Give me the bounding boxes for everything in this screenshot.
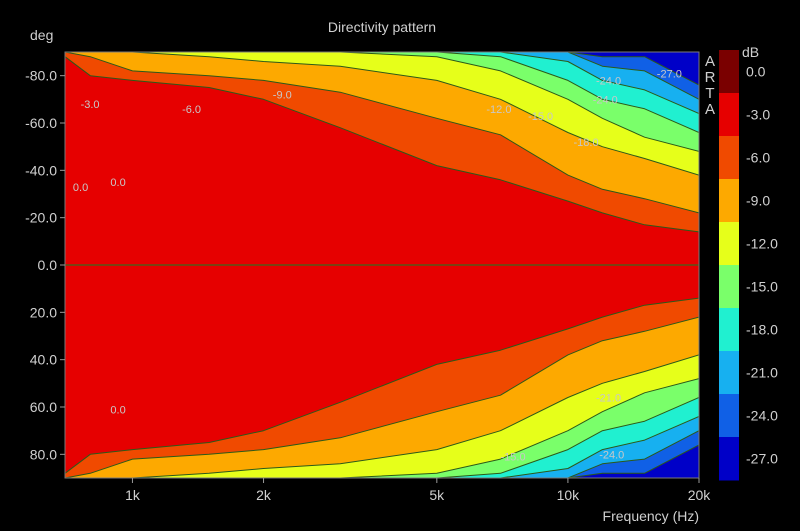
colorbar-label: -27.0 [746,451,778,467]
colorbar-swatch [719,308,739,352]
y-tick-label: 80.0 [30,446,57,462]
y-tick-label: -60.0 [25,115,57,131]
y-tick-label: 20.0 [30,304,57,320]
colorbar-label: -15.0 [746,279,778,295]
colorbar-swatch [719,222,739,266]
colorbar-title: dB [742,44,759,60]
y-tick-label: -40.0 [25,162,57,178]
contour-label: -15.0 [528,111,553,123]
x-tick-label: 1k [125,487,141,503]
colorbar-label: -6.0 [746,150,770,166]
colorbar-label: -24.0 [746,408,778,424]
plot-area: -3.0 -6.0 -9.0 0.0 0.0 -12.0 -15.0 -18.0 -24.0 -2… [64,51,700,479]
x-tick-label: 2k [256,487,272,503]
colorbar-label: -3.0 [746,107,770,123]
contour-label: -21.0 [596,393,621,405]
colorbar-swatch [719,351,739,395]
y-axis-label: deg [30,27,53,43]
contour-bands [65,52,699,478]
colorbar-label: -9.0 [746,193,770,209]
contour-label: -15.0 [501,452,526,464]
y-tick-label: -80.0 [25,68,57,84]
y-tick-label: -20.0 [25,210,57,226]
brand-letter: A [705,53,715,70]
colorbar-label: -18.0 [746,322,778,338]
contour-label: 0.0 [73,182,88,194]
colorbar-swatch [719,265,739,309]
contour-label: -12.0 [486,104,511,116]
x-axis-label: Frequency (Hz) [603,508,699,524]
contour-label: -27.0 [657,68,682,80]
x-axis-ticks: 1k 2k 5k 10k 20k [125,478,711,503]
chart-title: Directivity pattern [328,19,436,35]
colorbar-swatch [719,50,739,94]
colorbar-label: -12.0 [746,236,778,252]
contour-label: -3.0 [81,99,100,111]
brand-letter: T [705,85,714,102]
contour-label: -6.0 [182,104,201,116]
contour-label: -18.0 [574,137,599,149]
contour-label: 0.0 [110,177,125,189]
brand-letter: R [705,69,716,86]
contour-labels: -3.0 -6.0 -9.0 0.0 0.0 -12.0 -15.0 -18.0 -24.0 -2… [73,68,682,463]
colorbar: 0.0 -3.0 -6.0 -9.0 -12.0 -15.0 -18.0 -21.0 -24.0… [719,50,778,481]
y-axis-ticks: -80.0 -60.0 -40.0 -20.0 0.0 20.0 40.0 60.0 80.0 [25,68,65,462]
colorbar-swatch [719,179,739,223]
y-tick-label: 0.0 [38,257,58,273]
x-tick-label: 5k [429,487,445,503]
contour-label: 0.0 [110,404,125,416]
y-tick-label: 40.0 [30,352,57,368]
contour-label: -24.0 [596,75,621,87]
y-tick-label: 60.0 [30,399,57,415]
contour-label: -9.0 [273,90,292,102]
x-tick-label: 20k [688,487,712,503]
colorbar-swatch [719,394,739,438]
colorbar-label: -21.0 [746,365,778,381]
x-tick-label: 10k [557,487,581,503]
brand-letter: A [705,101,715,118]
colorbar-swatch [719,437,739,481]
contour-label: -24.0 [593,94,618,106]
colorbar-label: 0.0 [746,64,766,80]
colorbar-swatch [719,136,739,180]
colorbar-swatch [719,93,739,137]
contour-label: -24.0 [599,449,624,461]
